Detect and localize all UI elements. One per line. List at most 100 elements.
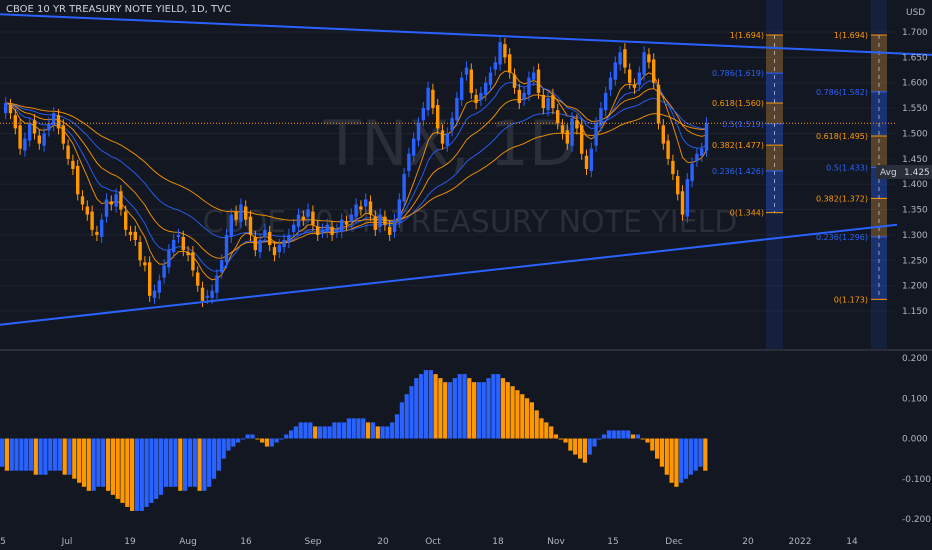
- candle: [671, 160, 675, 175]
- candle: [589, 148, 593, 171]
- candle: [532, 72, 536, 80]
- fib-retracements[interactable]: 1(1.694) 0.786(1.619) 0.618(1.560) 0.5(1.51…: [712, 0, 887, 350]
- candle: [258, 239, 262, 253]
- candle: [704, 123, 709, 151]
- candle: [152, 290, 157, 298]
- candle: [368, 201, 373, 215]
- candle: [690, 163, 694, 182]
- histogram-bar: [197, 438, 202, 491]
- histogram-bar: [650, 438, 655, 451]
- price-axis[interactable]: 1.700 1.650 1.600 1.550 1.500 1.450 1.400 1.350…: [902, 28, 928, 317]
- trendline-upper: [0, 13, 932, 56]
- candle: [474, 94, 478, 104]
- histogram-bar: [486, 378, 491, 439]
- histogram-bar: [433, 374, 438, 439]
- histogram-bar: [245, 434, 250, 439]
- fib-label-left: 1(1.694): [730, 31, 764, 40]
- candle: [71, 160, 75, 169]
- histogram-bar: [101, 438, 106, 487]
- candle: [364, 199, 368, 207]
- candles: [4, 36, 709, 307]
- histogram-bar: [679, 438, 684, 483]
- candle: [378, 214, 382, 227]
- histogram-bar: [317, 426, 323, 439]
- candle: [666, 140, 670, 159]
- candle: [268, 231, 272, 246]
- candle: [316, 226, 320, 235]
- histogram-bar: [48, 438, 53, 471]
- candle: [344, 221, 349, 225]
- histogram-bar: [274, 438, 279, 443]
- indicator-axis[interactable]: 0.200 0.100 0.000 -0.100 -0.200: [902, 354, 931, 525]
- histogram-bar: [558, 438, 563, 440]
- candle: [8, 105, 13, 114]
- candle: [469, 69, 473, 93]
- candle: [157, 280, 161, 293]
- price-tick: 1.350: [902, 206, 928, 216]
- moving-average-line: [5, 97, 707, 239]
- candle: [460, 77, 464, 100]
- fib-label-left: 0.236(1.426): [712, 167, 764, 176]
- candle: [575, 120, 579, 129]
- candle: [56, 115, 61, 129]
- candle: [181, 236, 185, 251]
- candle: [503, 44, 507, 58]
- histogram-bar: [308, 422, 313, 439]
- histogram-bar: [553, 434, 559, 439]
- histogram-bar: [621, 430, 626, 439]
- candle: [61, 125, 65, 144]
- histogram-bar: [394, 414, 400, 439]
- histogram-bar: [525, 398, 530, 439]
- histogram-bar: [264, 438, 270, 447]
- candle: [599, 108, 603, 126]
- candle: [114, 194, 118, 207]
- candle: [104, 199, 109, 217]
- watermark-ticker: TNX, 1D: [322, 107, 576, 180]
- time-axis[interactable]: 5 Jul 19 Aug 16 Sep 20 Oct 18 Nov 15 Dec 20 2022 14: [0, 537, 858, 547]
- histogram-bar: [207, 438, 212, 487]
- histogram-bar: [192, 438, 197, 487]
- candle: [680, 191, 685, 215]
- candle: [637, 72, 641, 85]
- watermark-name: CBOE 10 YR TREASURY NOTE YIELD: [203, 205, 738, 240]
- histogram-bar: [587, 438, 592, 455]
- histogram-bar: [409, 386, 414, 439]
- histogram-bar: [563, 438, 568, 443]
- histogram-bar: [404, 394, 409, 439]
- candle: [652, 59, 656, 83]
- price-tick: 1.150: [902, 307, 928, 317]
- candle: [220, 260, 224, 273]
- candle: [138, 242, 142, 261]
- candle: [109, 201, 113, 205]
- histogram-bar: [664, 438, 669, 475]
- histogram-bar: [202, 438, 207, 491]
- candle: [66, 145, 70, 159]
- histogram-bar: [597, 438, 602, 440]
- candle: [421, 108, 425, 121]
- indicator-tick: -0.200: [902, 515, 931, 525]
- candle: [282, 239, 286, 248]
- candle: [608, 77, 613, 90]
- histogram-bar: [447, 382, 453, 439]
- histogram-bar: [616, 430, 621, 439]
- time-tick: 14: [846, 537, 858, 547]
- histogram-bar: [414, 378, 419, 439]
- candle: [335, 229, 339, 232]
- candle: [383, 216, 387, 225]
- price-tick: 1.550: [902, 104, 928, 114]
- candle: [354, 204, 358, 217]
- trendline-lower: [0, 223, 898, 326]
- trendlines[interactable]: [0, 13, 932, 326]
- candle: [484, 82, 488, 95]
- candle: [373, 216, 377, 230]
- time-tick: Sep: [305, 537, 322, 547]
- candle: [253, 236, 257, 251]
- candle: [167, 250, 171, 268]
- candle: [320, 229, 325, 232]
- histogram-bar: [62, 438, 67, 475]
- histogram-bar: [500, 378, 506, 439]
- histogram-bar: [19, 438, 24, 471]
- time-tick: Aug: [179, 537, 197, 547]
- candle: [239, 204, 243, 222]
